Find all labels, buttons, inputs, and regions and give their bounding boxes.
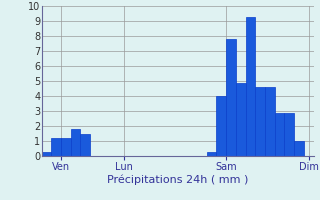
Bar (216, 96, 226, 156)
Bar (42, 152, 51, 156)
Bar (207, 152, 216, 156)
Bar (236, 82, 246, 156)
Bar (284, 112, 294, 156)
X-axis label: Précipitations 24h ( mm ): Précipitations 24h ( mm ) (107, 174, 248, 185)
Bar (51, 138, 61, 156)
Bar (80, 134, 90, 156)
Bar (61, 138, 71, 156)
Bar (265, 87, 275, 156)
Bar (275, 112, 284, 156)
Bar (246, 17, 255, 156)
Bar (71, 129, 80, 156)
Bar (255, 87, 265, 156)
Bar (226, 39, 236, 156)
Bar (294, 141, 304, 156)
